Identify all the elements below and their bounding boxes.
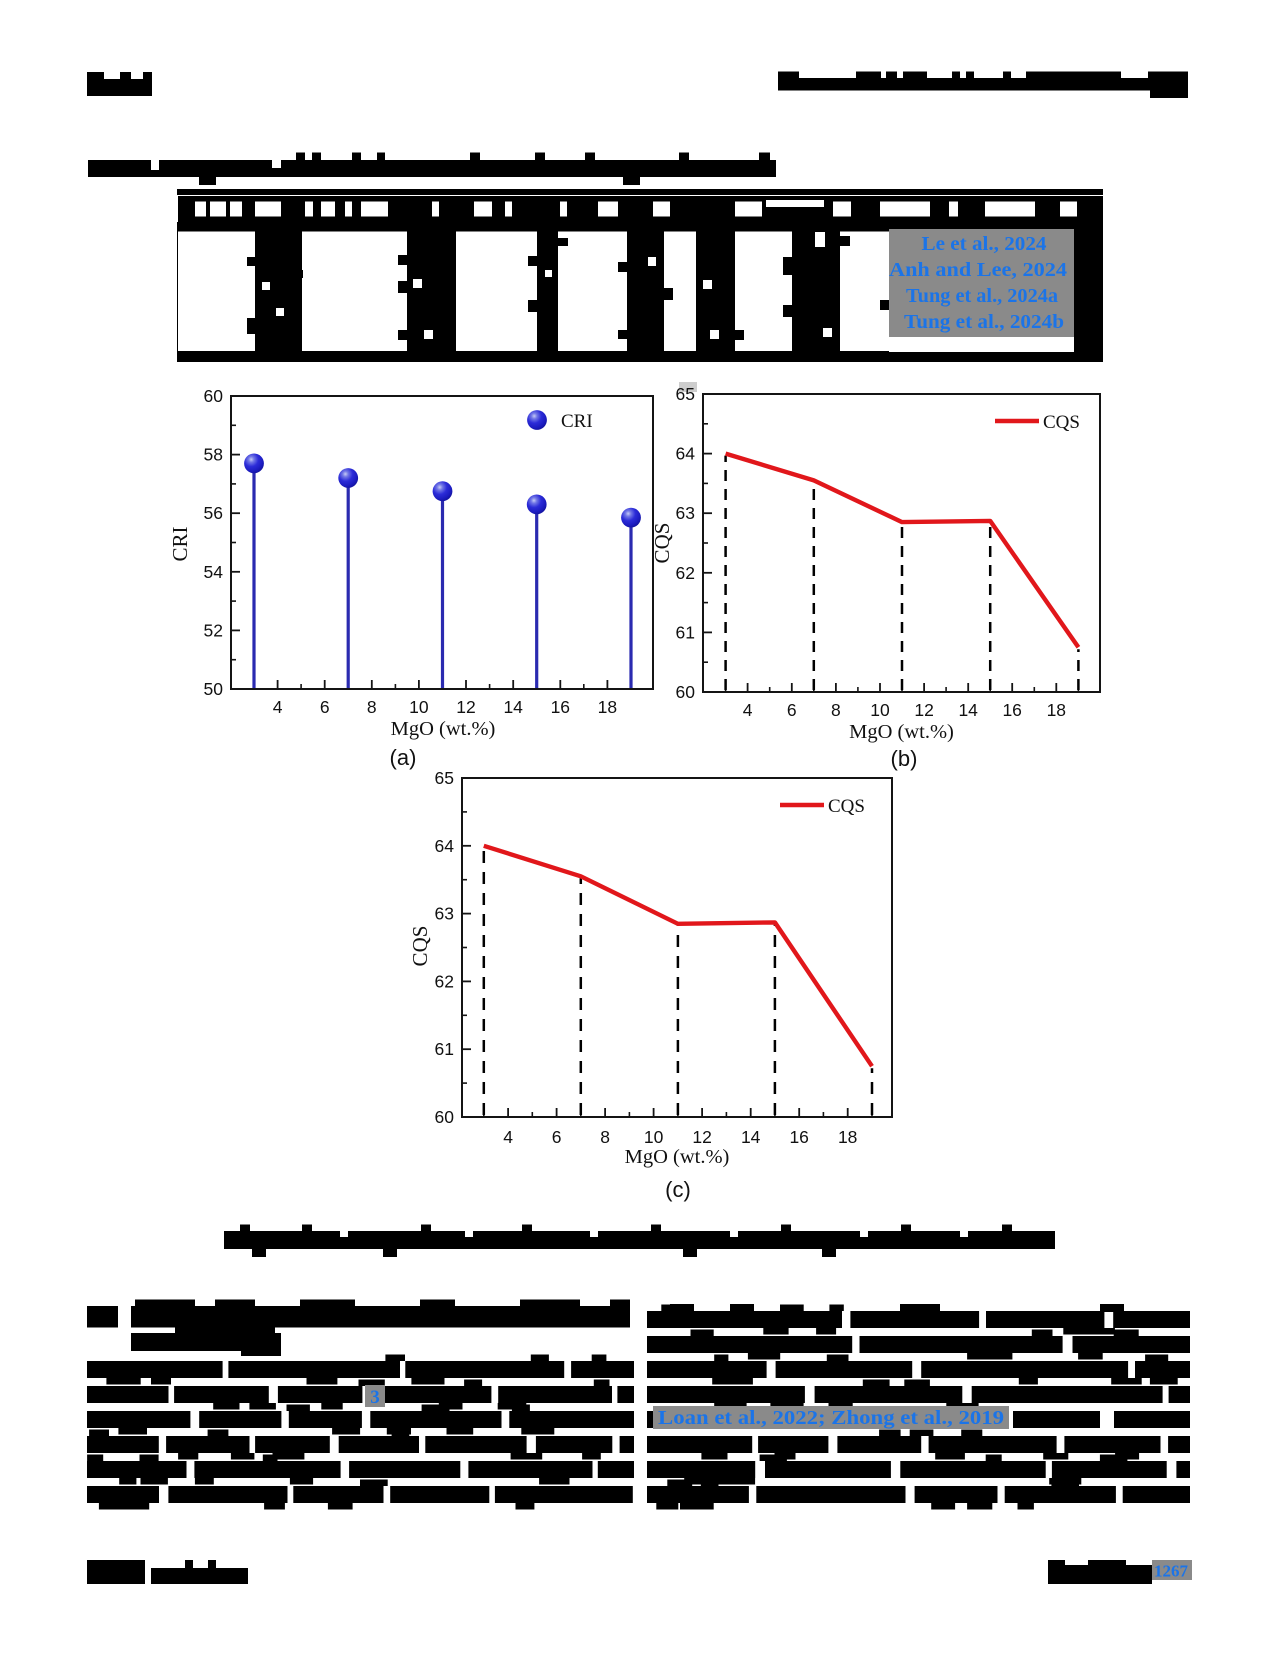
svg-text:12: 12 xyxy=(692,1127,711,1147)
svg-text:(b): (b) xyxy=(891,746,918,771)
svg-text:64: 64 xyxy=(676,444,696,464)
svg-text:60: 60 xyxy=(204,386,224,406)
svg-text:12: 12 xyxy=(914,700,933,720)
svg-text:61: 61 xyxy=(435,1039,454,1059)
svg-text:12: 12 xyxy=(456,697,475,717)
svg-text:(a): (a) xyxy=(390,745,417,770)
svg-text:16: 16 xyxy=(551,697,570,717)
svg-text:MgO (wt.%): MgO (wt.%) xyxy=(625,1146,730,1168)
svg-text:60: 60 xyxy=(676,682,696,702)
svg-text:Tung et al., 2024b: Tung et al., 2024b xyxy=(904,311,1064,333)
svg-text:16: 16 xyxy=(789,1127,808,1147)
svg-text:MgO (wt.%): MgO (wt.%) xyxy=(849,721,954,743)
svg-text:CRI: CRI xyxy=(561,411,593,432)
svg-text:3: 3 xyxy=(370,1387,380,1408)
svg-text:56: 56 xyxy=(204,503,223,523)
svg-text:62: 62 xyxy=(676,563,695,583)
svg-text:14: 14 xyxy=(503,697,523,717)
svg-text:10: 10 xyxy=(870,700,890,720)
svg-text:54: 54 xyxy=(204,562,224,582)
svg-text:CQS: CQS xyxy=(650,523,674,564)
svg-text:(c): (c) xyxy=(665,1177,691,1202)
svg-text:60: 60 xyxy=(435,1107,455,1127)
svg-text:MgO (wt.%): MgO (wt.%) xyxy=(391,718,496,740)
svg-text:62: 62 xyxy=(435,971,454,991)
svg-text:Tung et al., 2024a: Tung et al., 2024a xyxy=(906,285,1058,307)
svg-text:8: 8 xyxy=(600,1127,610,1147)
svg-text:CRI: CRI xyxy=(168,526,192,561)
svg-text:Le et al., 2024: Le et al., 2024 xyxy=(922,233,1047,255)
svg-text:CQS: CQS xyxy=(408,926,432,967)
svg-text:14: 14 xyxy=(958,700,978,720)
svg-text:52: 52 xyxy=(204,620,223,640)
svg-text:1267: 1267 xyxy=(1154,1562,1189,1581)
svg-text:58: 58 xyxy=(204,445,223,465)
svg-text:6: 6 xyxy=(787,700,797,720)
svg-text:CQS: CQS xyxy=(1043,412,1080,433)
svg-text:Loan et al., 2022; Zhong et al: Loan et al., 2022; Zhong et al., 2019 xyxy=(658,1407,1004,1429)
svg-text:50: 50 xyxy=(204,679,224,699)
svg-text:14: 14 xyxy=(741,1127,761,1147)
svg-text:6: 6 xyxy=(320,697,330,717)
svg-text:63: 63 xyxy=(676,503,695,523)
svg-text:64: 64 xyxy=(435,836,455,856)
svg-text:18: 18 xyxy=(838,1127,857,1147)
svg-text:6: 6 xyxy=(552,1127,562,1147)
svg-text:CQS: CQS xyxy=(828,796,865,817)
svg-text:10: 10 xyxy=(644,1127,664,1147)
svg-text:4: 4 xyxy=(503,1127,513,1147)
svg-text:18: 18 xyxy=(598,697,617,717)
svg-text:4: 4 xyxy=(273,697,283,717)
svg-text:8: 8 xyxy=(831,700,841,720)
svg-text:4: 4 xyxy=(743,700,753,720)
svg-text:61: 61 xyxy=(676,622,695,642)
svg-text:16: 16 xyxy=(1002,700,1021,720)
svg-text:18: 18 xyxy=(1047,700,1066,720)
svg-text:63: 63 xyxy=(435,904,454,924)
svg-text:65: 65 xyxy=(435,768,454,788)
svg-text:Anh and Lee, 2024: Anh and Lee, 2024 xyxy=(889,259,1067,281)
svg-text:65: 65 xyxy=(676,384,695,404)
svg-text:8: 8 xyxy=(367,697,377,717)
svg-text:10: 10 xyxy=(409,697,429,717)
